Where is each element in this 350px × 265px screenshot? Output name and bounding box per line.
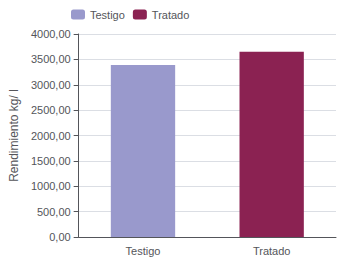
svg-text:0,00: 0,00 — [49, 231, 70, 243]
svg-text:Testigo: Testigo — [126, 245, 161, 257]
svg-text:Tratado: Tratado — [253, 245, 291, 257]
svg-text:2000,00: 2000,00 — [31, 130, 71, 142]
svg-text:3000,00: 3000,00 — [31, 79, 71, 91]
svg-text:1000,00: 1000,00 — [31, 180, 71, 192]
svg-text:4000,00: 4000,00 — [31, 28, 71, 40]
svg-text:500,00: 500,00 — [37, 206, 71, 218]
svg-text:3500,00: 3500,00 — [31, 53, 71, 65]
svg-text:2500,00: 2500,00 — [31, 104, 71, 116]
svg-text:Tratado: Tratado — [152, 9, 190, 21]
svg-text:Rendimiento kg/ l: Rendimiento kg/ l — [7, 89, 21, 182]
svg-text:Testigo: Testigo — [90, 9, 125, 21]
svg-text:1500,00: 1500,00 — [31, 155, 71, 167]
